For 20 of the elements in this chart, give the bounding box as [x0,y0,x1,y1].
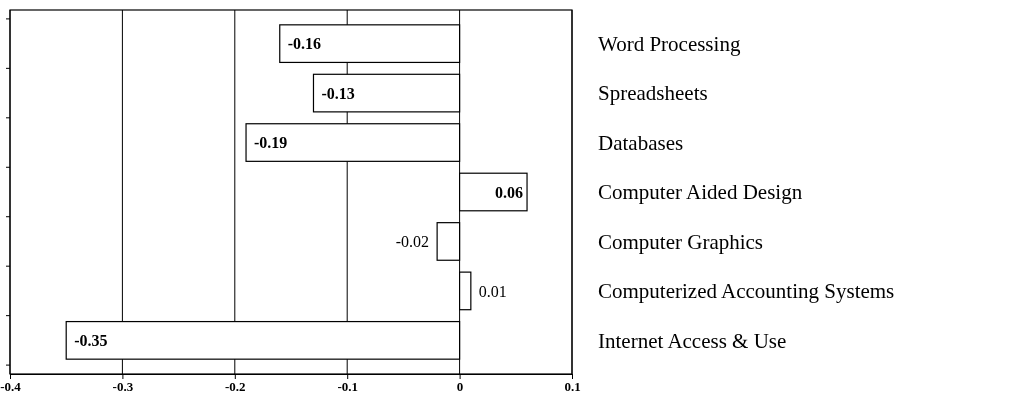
x-tick-label: -0.3 [112,379,134,395]
x-tick-label: -0.2 [225,379,246,395]
y-tick-label: Computerized Accounting Systems [598,279,895,304]
data-label: -0.16 [287,35,322,53]
y-tick-label: Databases [598,130,684,155]
x-tick-label: 0.1 [564,379,581,395]
data-label: 0.06 [495,183,524,201]
data-label: -0.13 [321,84,355,102]
data-label: 0.01 [478,282,507,300]
x-tick-label: -0.1 [337,379,358,395]
y-tick-label: Spreadsheets [598,81,708,106]
data-label: -0.19 [254,134,288,152]
x-tick-label: -0.4 [0,379,22,395]
data-label: -0.35 [74,331,108,349]
data-label: -0.02 [395,233,430,251]
y-tick-label: Computer Graphics [598,229,764,254]
x-tick-label: 0 [456,379,464,395]
y-tick-label: Word Processing [598,31,741,56]
y-tick-label: Computer Aided Design [598,180,803,205]
y-tick-label: Internet Access & Use [598,328,787,353]
